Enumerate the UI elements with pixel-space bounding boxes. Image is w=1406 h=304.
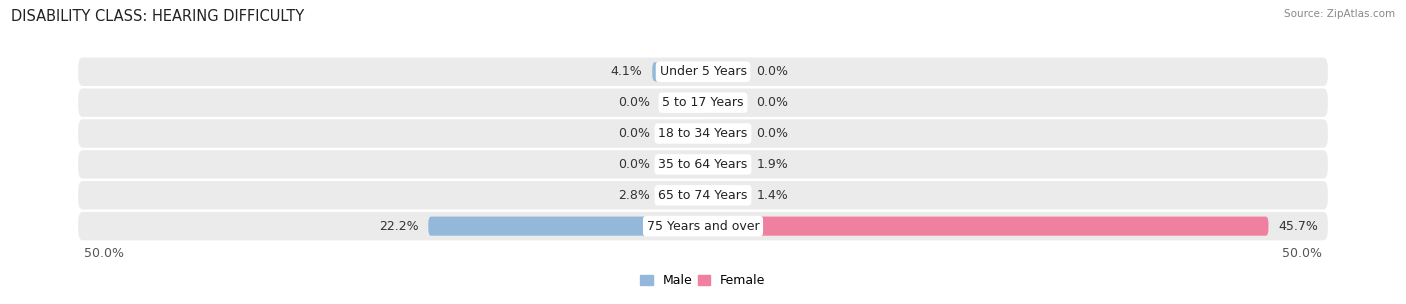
- FancyBboxPatch shape: [79, 57, 1327, 86]
- FancyBboxPatch shape: [703, 216, 1268, 236]
- FancyBboxPatch shape: [79, 119, 1327, 148]
- Text: 35 to 64 Years: 35 to 64 Years: [658, 158, 748, 171]
- FancyBboxPatch shape: [703, 186, 747, 205]
- Text: DISABILITY CLASS: HEARING DIFFICULTY: DISABILITY CLASS: HEARING DIFFICULTY: [11, 9, 305, 24]
- FancyBboxPatch shape: [652, 62, 703, 81]
- Text: 50.0%: 50.0%: [84, 247, 124, 260]
- Text: 45.7%: 45.7%: [1278, 219, 1319, 233]
- FancyBboxPatch shape: [703, 93, 747, 112]
- FancyBboxPatch shape: [659, 124, 703, 143]
- FancyBboxPatch shape: [659, 155, 703, 174]
- Text: 75 Years and over: 75 Years and over: [647, 219, 759, 233]
- Text: 0.0%: 0.0%: [756, 96, 789, 109]
- FancyBboxPatch shape: [79, 181, 1327, 209]
- Text: 18 to 34 Years: 18 to 34 Years: [658, 127, 748, 140]
- Text: Under 5 Years: Under 5 Years: [659, 65, 747, 78]
- Legend: Male, Female: Male, Female: [641, 274, 765, 287]
- Text: 4.1%: 4.1%: [610, 65, 643, 78]
- FancyBboxPatch shape: [703, 124, 747, 143]
- FancyBboxPatch shape: [703, 155, 747, 174]
- FancyBboxPatch shape: [429, 216, 703, 236]
- FancyBboxPatch shape: [703, 62, 747, 81]
- Text: 1.4%: 1.4%: [756, 189, 787, 202]
- FancyBboxPatch shape: [79, 88, 1327, 117]
- Text: 22.2%: 22.2%: [378, 219, 419, 233]
- FancyBboxPatch shape: [659, 93, 703, 112]
- Text: 0.0%: 0.0%: [617, 96, 650, 109]
- Text: 0.0%: 0.0%: [617, 127, 650, 140]
- Text: 5 to 17 Years: 5 to 17 Years: [662, 96, 744, 109]
- Text: 0.0%: 0.0%: [756, 65, 789, 78]
- Text: 1.9%: 1.9%: [756, 158, 787, 171]
- Text: 65 to 74 Years: 65 to 74 Years: [658, 189, 748, 202]
- FancyBboxPatch shape: [79, 150, 1327, 178]
- Text: 0.0%: 0.0%: [756, 127, 789, 140]
- Text: 0.0%: 0.0%: [617, 158, 650, 171]
- Text: 50.0%: 50.0%: [1282, 247, 1322, 260]
- Text: 2.8%: 2.8%: [617, 189, 650, 202]
- Text: Source: ZipAtlas.com: Source: ZipAtlas.com: [1284, 9, 1395, 19]
- FancyBboxPatch shape: [659, 186, 703, 205]
- FancyBboxPatch shape: [79, 212, 1327, 240]
